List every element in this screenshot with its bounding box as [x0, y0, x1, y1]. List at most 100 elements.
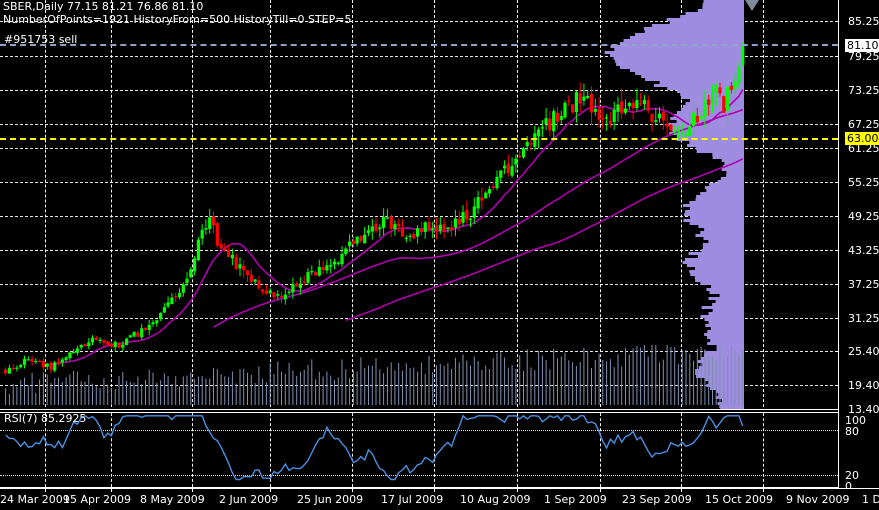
indicator-params-label: NumberOfPoints=1921 HistoryFrom=500 Hist…: [3, 13, 352, 26]
horizontal-gridline: [0, 124, 838, 125]
axis-tick-mark: [835, 250, 839, 251]
date-axis-tick: 15 Apr 2009: [63, 493, 132, 506]
date-axis-tick: 2 Jun 2009: [219, 493, 279, 506]
date-tick-mark: [434, 488, 435, 492]
rsi-line-series: [5, 414, 744, 481]
price-axis[interactable]: [839, 0, 879, 510]
rsi-level-80: [0, 430, 838, 431]
vertical-gridline: [192, 413, 193, 487]
axis-tick-mark: [835, 124, 839, 125]
axis-tick-mark: [835, 284, 839, 285]
vertical-gridline: [270, 0, 271, 409]
axis-tick-mark: [835, 21, 839, 22]
order-level-tag[interactable]: 63.00: [845, 132, 879, 145]
price-axis-tick: 61.25: [848, 142, 879, 155]
vertical-gridline: [600, 413, 601, 487]
volume-bars: [5, 345, 744, 405]
axis-tick-mark: [835, 318, 839, 319]
vertical-gridline: [434, 413, 435, 487]
price-level-line-63[interactable]: [0, 138, 838, 140]
vertical-gridline: [45, 413, 46, 487]
date-axis-tick: 24 Mar 2009: [0, 493, 70, 506]
vertical-gridline: [763, 413, 764, 487]
price-axis-tick: 49.25: [848, 210, 879, 223]
price-axis-tick: 55.25: [848, 176, 879, 189]
price-axis-tick: 13.40: [848, 403, 879, 416]
vertical-gridline: [111, 413, 112, 487]
date-axis-tick: 9 Nov 2009: [786, 493, 850, 506]
price-axis-tick: 67.25: [848, 118, 879, 131]
rsi-label: RSI(7) 85.2925: [4, 413, 87, 425]
axis-tick-mark: [835, 385, 839, 386]
pane-separator: [0, 412, 839, 413]
date-axis-tick: 15 Oct 2009: [705, 493, 774, 506]
price-axis-tick: 19.40: [848, 379, 879, 392]
order-label: #951753 sell: [4, 33, 78, 46]
date-tick-mark: [192, 488, 193, 492]
price-axis-divider: [838, 0, 839, 510]
rsi-axis-tick: 0: [845, 480, 852, 493]
vertical-gridline: [192, 0, 193, 409]
price-pane[interactable]: #951753 sell SBER,Daily 77.15 81.21 76.8…: [0, 0, 839, 409]
price-axis-tick: 37.25: [848, 278, 879, 291]
date-tick-mark: [517, 488, 518, 492]
axis-tick-mark: [835, 90, 839, 91]
rsi-axis-tick: 100: [845, 414, 866, 427]
arrow-down-icon[interactable]: [744, 0, 760, 12]
axis-tick-mark: [835, 409, 839, 410]
price-axis-tick: 85.25: [848, 15, 879, 28]
date-axis-tick: 25 Jun 2009: [297, 493, 364, 506]
date-tick-mark: [111, 488, 112, 492]
horizontal-gridline: [0, 56, 838, 57]
vertical-gridline: [45, 0, 46, 409]
axis-tick-mark: [835, 182, 839, 183]
pane-separator: [0, 487, 839, 488]
date-axis-tick: 10 Aug 2009: [460, 493, 531, 506]
candlestick-series[interactable]: [0, 0, 839, 409]
horizontal-gridline: [0, 250, 838, 251]
horizontal-gridline: [0, 284, 838, 285]
price-axis-tick: 25.40: [848, 345, 879, 358]
price-axis-tick: 79.25: [848, 50, 879, 63]
price-axis-tick: 31.25: [848, 312, 879, 325]
pane-separator: [0, 409, 839, 410]
date-tick-mark: [600, 488, 601, 492]
sell-order-level-line[interactable]: [0, 44, 838, 46]
vertical-gridline: [600, 0, 601, 409]
date-axis[interactable]: [0, 489, 879, 510]
vertical-gridline: [434, 0, 435, 409]
date-axis-tick: 1 Sep 2009: [544, 493, 607, 506]
date-axis-tick: 1 Dec 2009: [862, 493, 879, 506]
rsi-pane[interactable]: RSI(7) 85.2925: [0, 413, 839, 487]
axis-tick-mark: [835, 56, 839, 57]
rsi-level-20: [0, 475, 838, 476]
current-price-tag[interactable]: 81.10: [845, 39, 879, 52]
axis-tick-mark: [835, 351, 839, 352]
horizontal-gridline: [0, 90, 838, 91]
horizontal-gridline: [0, 351, 838, 352]
date-tick-mark: [352, 488, 353, 492]
vertical-gridline: [517, 413, 518, 487]
moving-average-lines: [50, 89, 744, 366]
date-tick-mark: [681, 488, 682, 492]
horizontal-gridline: [0, 182, 838, 183]
date-axis-tick: 23 Sep 2009: [622, 493, 692, 506]
price-axis-tick: 43.25: [848, 244, 879, 257]
date-tick-mark: [45, 488, 46, 492]
price-axis-tick: 73.25: [848, 84, 879, 97]
vertical-gridline: [270, 413, 271, 487]
vertical-gridline: [517, 0, 518, 409]
horizontal-gridline: [0, 216, 838, 217]
date-axis-tick: 8 May 2009: [140, 493, 205, 506]
horizontal-gridline: [0, 21, 838, 22]
rsi-axis-tick: 20: [845, 469, 859, 482]
axis-tick-mark: [835, 216, 839, 217]
date-tick-mark: [763, 488, 764, 492]
date-axis-line: [0, 488, 879, 489]
symbol-period-label: SBER,Daily 77.15 81.21 76.86 81.10: [3, 0, 204, 13]
date-axis-tick: 17 Jul 2009: [381, 493, 444, 506]
horizontal-gridline: [0, 148, 838, 149]
vertical-gridline: [681, 413, 682, 487]
vertical-gridline: [681, 0, 682, 409]
